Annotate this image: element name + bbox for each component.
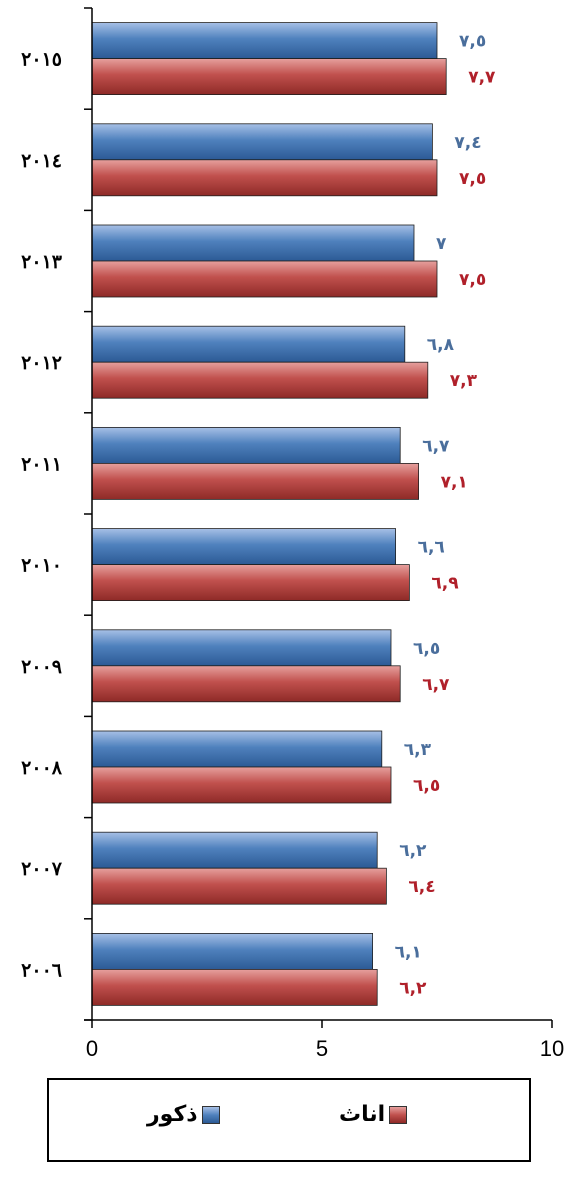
legend-item-male: ذكور [147,1102,220,1127]
year-label: ٢٠١٠ [21,555,62,577]
male-bar-٢٠٠٧ [91,831,378,869]
male-value-label: ٦,٥ [413,639,440,659]
male-value-label: ٦,٧ [422,436,450,456]
female-value-label: ٧,٥ [459,270,486,290]
female-bar-٢٠١٢ [91,361,429,399]
legend-swatch-female [389,1105,408,1124]
female-value-label: ٦,٤ [408,877,435,897]
female-bar-٢٠٠٧ [91,867,387,905]
year-label: ٢٠٠٧ [21,858,63,880]
male-value-label: ٦,٢ [399,841,427,861]
year-label: ٢٠٠٦ [21,959,62,981]
female-value-label: ٧,٥ [459,169,486,189]
legend-swatch-male [201,1105,220,1124]
female-bar-٢٠١٤ [91,159,438,197]
year-label: ٢٠٠٩ [21,656,62,678]
female-value-label: ٧,٧ [468,68,496,88]
male-value-label: ٦,١ [395,942,422,962]
data-labels: ٦,١ ٦,٢ ٦,٢ ٦,٤ ٦,٣ ٦,٥ ٦,٥ ٦,٧ ٦,٦ ٦,٩ ٦,٧ ٧,١ ٦,٨ ٧… [395,32,496,999]
legend-label-female: اناث [339,1102,386,1127]
male-bar-٢٠١٢ [91,325,406,363]
female-bar-٢٠١٥ [91,58,447,95]
year-label: ٢٠١٢ [21,352,62,374]
x-tick-label: 0 [86,1036,98,1060]
female-bar-٢٠٠٩ [91,665,401,703]
male-value-label: ٧,٤ [454,133,481,153]
female-bar-٢٠١٠ [91,564,410,601]
male-value-label: ٦,٨ [427,335,455,355]
bar-chart: ٢٠٠٦ ٢٠٠٧ ٢٠٠٨ ٢٠٠٩ ٢٠١٠ ٢٠١١ ٢٠١٢ ٢٠١٣ ٢٠١٤ ٢٠١٥… [21,7,564,1060]
axes: 0 5 10 [84,7,564,1060]
male-value-label: ٧ [436,234,447,254]
female-bar-٢٠١٣ [91,260,438,298]
male-bar-٢٠١٤ [91,123,433,161]
female-value-label: ٧,٣ [450,371,478,391]
x-tick-label: 10 [540,1036,564,1060]
female-bar-٢٠٠٦ [91,969,378,1006]
male-bar-٢٠١٥ [91,22,438,60]
female-bar-٢٠٠٨ [91,766,392,804]
male-bar-٢٠٠٨ [91,730,383,768]
male-bar-٢٠١٠ [91,528,397,565]
female-value-label: ٧,١ [441,472,468,492]
year-label: ٢٠١٤ [21,150,62,172]
year-label: ٢٠١٣ [21,251,63,273]
male-bar-٢٠٠٩ [91,629,392,667]
year-labels: ٢٠٠٦ ٢٠٠٧ ٢٠٠٨ ٢٠٠٩ ٢٠١٠ ٢٠١١ ٢٠١٢ ٢٠١٣ ٢٠١٤ ٢٠١٥ [21,49,63,982]
female-value-label: ٦,٩ [431,574,459,594]
female-value-label: ٦,٧ [422,675,450,695]
male-value-label: ٧,٥ [459,32,486,52]
male-value-label: ٦,٣ [404,740,432,760]
female-value-label: ٦,٢ [399,978,427,998]
female-bar-٢٠١١ [91,462,420,500]
male-bar-٢٠١٣ [91,224,415,262]
x-tick-label: 5 [316,1036,328,1060]
male-bar-٢٠١١ [91,426,401,464]
legend-item-female: اناث [339,1102,408,1127]
year-label: ٢٠١٥ [21,49,62,71]
legend: اناث ذكور [47,1078,531,1162]
year-label: ٢٠١١ [21,453,62,475]
bars-group [91,22,447,1006]
year-label: ٢٠٠٨ [21,757,63,779]
male-value-label: ٦,٦ [418,538,445,558]
female-value-label: ٦,٥ [413,776,440,796]
legend-label-male: ذكور [147,1102,198,1127]
male-bar-٢٠٠٦ [91,933,374,970]
